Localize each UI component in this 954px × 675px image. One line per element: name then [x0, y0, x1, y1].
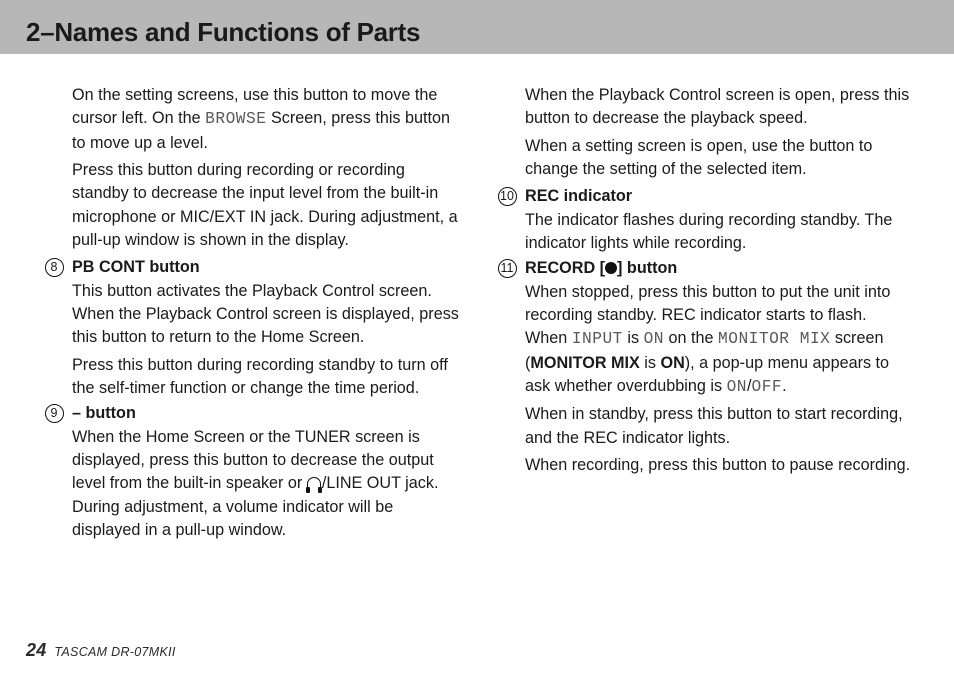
text: is: [623, 329, 644, 347]
bold-text: MONITOR MIX: [530, 354, 639, 372]
circled-number: 11: [498, 259, 517, 278]
body-text: The indicator flashes during recording s…: [525, 209, 912, 256]
item-title: REC indicator: [525, 185, 912, 208]
item-title: – button: [72, 402, 459, 425]
footer-model: TASCAM DR-07MKII: [54, 645, 175, 659]
text: RECORD [: [525, 259, 605, 277]
bold-text: ON: [661, 354, 685, 372]
content-area: On the setting screens, use this button …: [0, 54, 954, 542]
item-number-9: 9: [42, 402, 66, 425]
body-text: Press this button during recording or re…: [42, 159, 459, 252]
body-text: When the Playback Control screen is open…: [495, 84, 912, 131]
record-dot-icon: [605, 262, 617, 274]
item-10: 10 REC indicator The indicator flashes d…: [495, 185, 912, 255]
item-9: 9 – button When the Home Screen or the T…: [42, 402, 459, 542]
item-8: 8 PB CONT button This button activates t…: [42, 256, 459, 400]
headphone-icon: [307, 477, 321, 490]
left-column: On the setting screens, use this button …: [42, 84, 459, 542]
item-number-10: 10: [495, 185, 519, 208]
lcd-text-input: INPUT: [572, 330, 623, 348]
page-footer: 24 TASCAM DR-07MKII: [26, 640, 176, 661]
item-11: 11 RECORD [ ] button When stopped, press …: [495, 257, 912, 477]
item-title: PB CONT button: [72, 256, 459, 279]
text: on the: [664, 329, 718, 347]
body-text: On the setting screens, use this button …: [42, 84, 459, 155]
body-text: When recording, press this button to pau…: [525, 454, 912, 477]
page-number: 24: [26, 640, 47, 660]
item-number-11: 11: [495, 257, 519, 280]
text: ] button: [617, 259, 677, 277]
section-title: 2–Names and Functions of Parts: [26, 17, 420, 48]
lcd-text-on: ON: [727, 378, 747, 396]
item-title: RECORD [ ] button: [525, 257, 912, 280]
right-column: When the Playback Control screen is open…: [495, 84, 912, 542]
lcd-text-monitor-mix: MONITOR MIX: [718, 330, 830, 348]
body-text: When a setting screen is open, use the b…: [495, 135, 912, 182]
body-text: Press this button during recording stand…: [72, 354, 459, 401]
body-text: When stopped, press this button to put t…: [525, 281, 912, 400]
text: .: [782, 377, 787, 395]
lcd-text-on: ON: [644, 330, 664, 348]
section-header: 2–Names and Functions of Parts: [0, 0, 954, 54]
circled-number: 9: [45, 404, 64, 423]
circled-number: 10: [498, 187, 517, 206]
text: is: [640, 354, 661, 372]
body-text: When in standby, press this button to st…: [525, 403, 912, 450]
body-text: When the Home Screen or the TUNER screen…: [72, 426, 459, 543]
circled-number: 8: [45, 258, 64, 277]
item-number-8: 8: [42, 256, 66, 279]
lcd-text-off: OFF: [752, 378, 783, 396]
body-text: This button activates the Playback Contr…: [72, 280, 459, 350]
lcd-text-browse: BROWSE: [205, 110, 266, 128]
